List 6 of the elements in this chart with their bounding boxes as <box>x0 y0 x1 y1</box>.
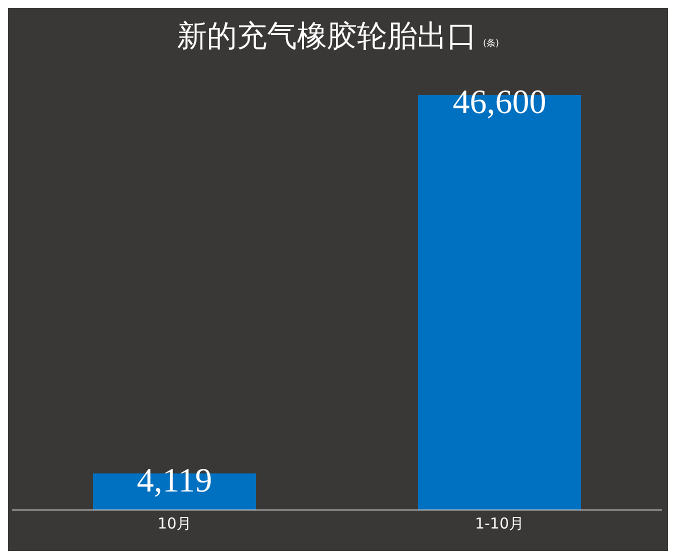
chart-title: 新的充气橡胶轮胎出口 <box>176 19 477 54</box>
data-label: 4,119 <box>136 462 212 500</box>
x-tick-label: 10月 <box>157 514 192 533</box>
data-label: 46,600 <box>452 84 546 122</box>
x-tick-label: 1-10月 <box>474 514 524 533</box>
chart-subtitle: (条) <box>482 39 500 49</box>
